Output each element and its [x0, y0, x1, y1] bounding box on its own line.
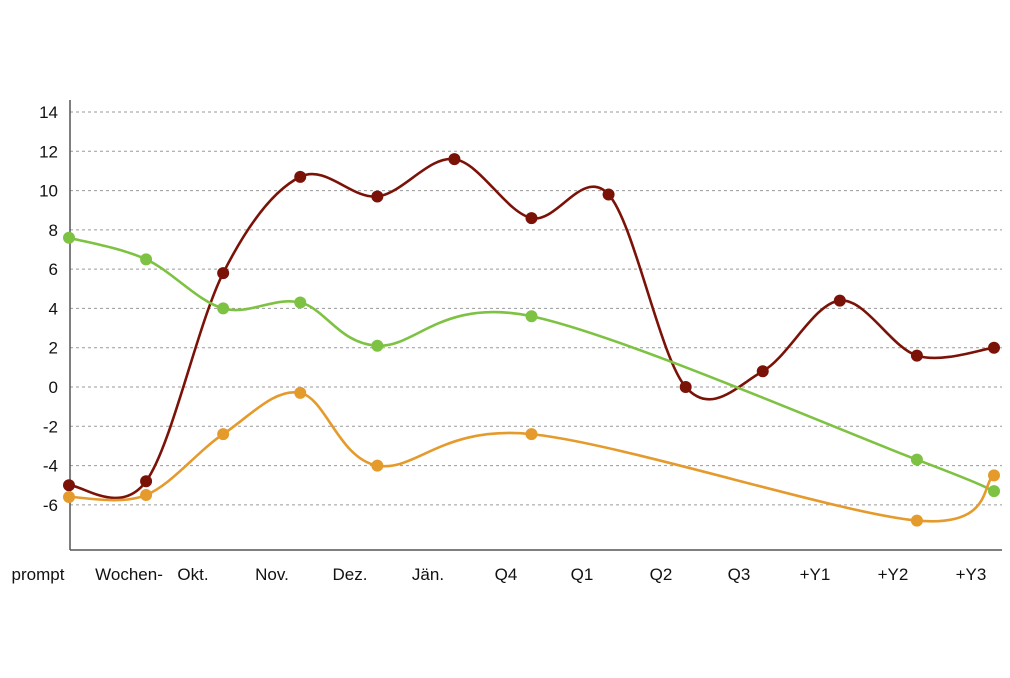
data-point [448, 153, 461, 166]
data-point [63, 491, 75, 503]
x-tick-label: +Y2 [878, 565, 909, 584]
data-point [988, 485, 1000, 498]
data-point [63, 479, 75, 492]
data-point [140, 489, 153, 502]
data-point [910, 514, 923, 527]
y-tick-label: 4 [49, 299, 58, 318]
data-point [371, 339, 384, 352]
x-tick-label: Jän. [412, 565, 444, 584]
data-point [910, 453, 923, 466]
data-point [756, 365, 769, 378]
x-tick-label: Dez. [333, 565, 368, 584]
x-tick-label: Q2 [650, 565, 673, 584]
data-point [217, 267, 230, 280]
x-tick-label: Q1 [571, 565, 594, 584]
x-tick-label: Wochen- [95, 565, 163, 584]
data-point [833, 294, 846, 307]
y-tick-label: 10 [39, 182, 58, 201]
x-tick-label: Q4 [495, 565, 518, 584]
data-point [525, 428, 538, 441]
y-tick-label: -4 [43, 457, 58, 476]
y-tick-label: 0 [49, 378, 58, 397]
y-tick-label: 14 [39, 103, 58, 122]
data-point [679, 381, 692, 393]
y-tick-label: -2 [43, 417, 58, 436]
y-tick-label: -6 [43, 496, 58, 515]
series-points [63, 153, 1000, 527]
y-tick-label: 6 [49, 260, 58, 279]
x-tick-label: prompt [12, 565, 65, 584]
data-point [217, 302, 230, 315]
x-tick-label: Okt. [177, 565, 208, 584]
x-tick-label: Nov. [255, 565, 289, 584]
data-point [217, 428, 230, 441]
y-tick-label: 2 [49, 339, 58, 358]
data-point [294, 386, 307, 399]
y-tick-label: 12 [39, 142, 58, 161]
grid-lines [70, 111, 1002, 506]
data-point [371, 190, 384, 203]
data-point [525, 212, 538, 225]
x-tick-label: Q3 [728, 565, 751, 584]
data-point [63, 231, 75, 244]
data-point [602, 188, 615, 201]
data-point [140, 475, 153, 488]
data-point [988, 469, 1000, 482]
axes [69, 100, 1002, 551]
data-point [910, 349, 923, 362]
data-point [294, 296, 307, 309]
x-tick-label: +Y3 [956, 565, 987, 584]
data-point [988, 341, 1000, 354]
data-point [140, 253, 153, 266]
data-point [294, 170, 307, 183]
y-tick-labels: 14 12 10 8 6 4 2 0 -2 -4 -6 [39, 103, 58, 515]
x-tick-labels: prompt Wochen- Okt. Nov. Dez. Jän. Q4 Q1 Q2 Q3 +Y1… [12, 565, 987, 584]
series-line-2 [67, 236, 996, 493]
series-line-3 [67, 391, 996, 523]
y-tick-label: 8 [49, 221, 58, 240]
x-tick-label: +Y1 [800, 565, 831, 584]
data-point [371, 459, 384, 472]
data-point [525, 310, 538, 323]
